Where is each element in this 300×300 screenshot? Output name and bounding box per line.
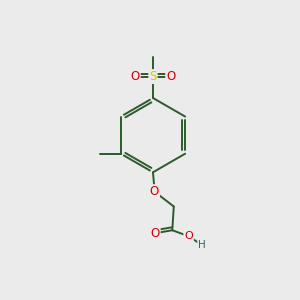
Text: O: O — [150, 185, 159, 198]
Text: O: O — [150, 227, 160, 240]
Text: H: H — [198, 240, 206, 250]
Text: S: S — [149, 70, 157, 83]
Text: O: O — [166, 70, 176, 83]
Text: O: O — [130, 70, 140, 83]
Text: O: O — [184, 231, 193, 241]
